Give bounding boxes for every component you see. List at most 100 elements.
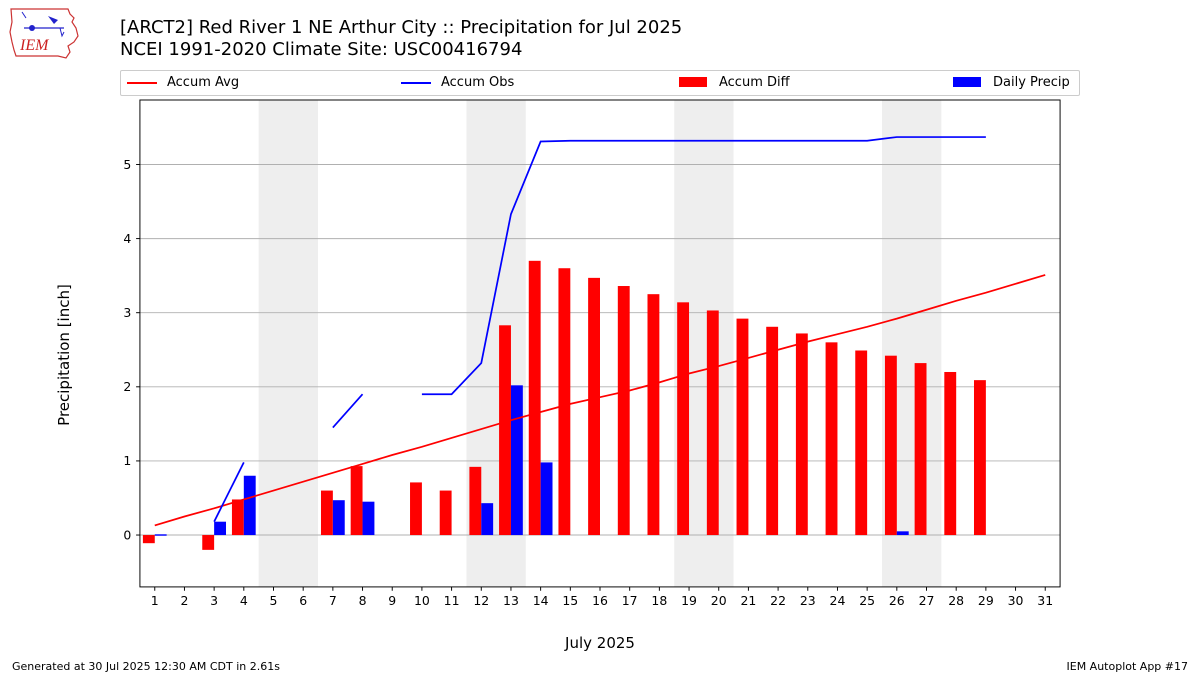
x-tick-label: 29 xyxy=(978,593,994,608)
legend-item-accum-obs: Accum Obs xyxy=(401,74,561,92)
accum-diff-bar xyxy=(320,490,333,536)
x-tick-label: 20 xyxy=(711,593,727,608)
accum-diff-bar xyxy=(706,310,719,536)
iem-logo: IEM xyxy=(8,6,80,60)
footer-generated-text: Generated at 30 Jul 2025 12:30 AM CDT in… xyxy=(12,660,280,673)
y-axis-ticks: 0 1 2 3 4 5 xyxy=(123,157,140,542)
x-tick-label: 3 xyxy=(210,593,218,608)
legend-label-accum-avg: Accum Avg xyxy=(167,75,240,90)
x-tick-label: 24 xyxy=(830,593,846,608)
bars xyxy=(142,260,986,550)
weekend-band xyxy=(258,100,319,587)
x-tick-label: 11 xyxy=(444,593,460,608)
accum-diff-bar xyxy=(558,268,571,536)
x-tick-label: 5 xyxy=(270,593,278,608)
y-tick-label: 0 xyxy=(123,527,131,542)
x-tick-label: 10 xyxy=(414,593,430,608)
chart-title-line2: NCEI 1991-2020 Climate Site: USC00416794 xyxy=(120,39,523,60)
legend-item-daily-precip: Daily Precip xyxy=(953,74,1078,92)
accum-diff-bar xyxy=(142,535,155,544)
accum-obs-line xyxy=(332,393,364,429)
accum-diff-bar xyxy=(795,333,808,536)
y-tick-label: 1 xyxy=(123,453,131,468)
x-tick-label: 31 xyxy=(1037,593,1053,608)
legend-label-accum-obs: Accum Obs xyxy=(441,75,515,90)
accum-diff-bar xyxy=(231,499,244,536)
daily-precip-bar xyxy=(332,500,345,536)
x-tick-label: 30 xyxy=(1008,593,1024,608)
x-tick-label: 22 xyxy=(770,593,786,608)
x-axis-ticks: 1 2 3 4 5 6 7 8 9 10 11 12 13 14 15 16 17 18 19 20 21 22 23 24 2… xyxy=(151,586,1053,608)
daily-precip-bar xyxy=(154,534,167,536)
x-tick-label: 28 xyxy=(948,593,964,608)
legend-swatch-accum-diff xyxy=(679,77,707,87)
x-tick-label: 15 xyxy=(562,593,578,608)
x-tick-label: 26 xyxy=(889,593,905,608)
x-tick-label: 14 xyxy=(533,593,549,608)
accum-diff-bar xyxy=(499,325,511,536)
x-tick-label: 2 xyxy=(180,593,188,608)
x-tick-label: 9 xyxy=(388,593,396,608)
accum-diff-bar xyxy=(350,466,363,536)
accum-diff-bar xyxy=(677,302,690,536)
lines xyxy=(154,136,1046,527)
x-axis-label: July 2025 xyxy=(565,634,635,652)
accum-diff-bar xyxy=(914,363,927,536)
x-tick-label: 19 xyxy=(681,593,697,608)
daily-precip-bar xyxy=(896,531,909,536)
accum-diff-bar xyxy=(944,371,957,536)
chart-title-line1: [ARCT2] Red River 1 NE Arthur City :: Pr… xyxy=(120,17,683,38)
x-tick-label: 4 xyxy=(240,593,248,608)
accum-diff-bar xyxy=(884,355,897,536)
accum-diff-bar xyxy=(825,342,838,536)
accum-diff-bar xyxy=(469,466,482,536)
x-tick-label: 23 xyxy=(800,593,816,608)
daily-precip-bar xyxy=(214,521,227,536)
x-tick-label: 27 xyxy=(919,593,935,608)
precip-chart: 1 2 3 4 5 6 7 8 9 10 11 12 13 14 15 16 17 18 19 20 21 22 23 24 2… xyxy=(123,99,1061,608)
accum-obs-line xyxy=(213,462,245,523)
weekend-bands xyxy=(258,100,942,587)
logo-text: IEM xyxy=(19,37,50,54)
y-tick-label: 2 xyxy=(123,379,131,394)
y-tick-label: 4 xyxy=(123,231,131,246)
x-tick-label: 6 xyxy=(299,593,307,608)
legend-label-daily-precip: Daily Precip xyxy=(993,75,1070,90)
accum-diff-bar xyxy=(410,482,422,536)
accum-diff-bar xyxy=(588,277,600,536)
accum-obs-line xyxy=(421,136,986,396)
daily-precip-bar xyxy=(243,475,256,536)
x-tick-label: 13 xyxy=(503,593,519,608)
y-tick-label: 5 xyxy=(123,157,131,172)
accum-diff-bar xyxy=(973,380,986,536)
x-tick-label: 17 xyxy=(622,593,638,608)
daily-precip-bar xyxy=(540,462,553,536)
legend-swatch-accum-avg xyxy=(127,82,157,84)
daily-precip-bar xyxy=(362,501,375,536)
accum-avg-line xyxy=(154,274,1046,527)
accum-diff-bar xyxy=(202,535,215,550)
x-tick-label: 12 xyxy=(473,593,489,608)
x-tick-label: 25 xyxy=(859,593,875,608)
x-tick-label: 1 xyxy=(151,593,159,608)
x-tick-label: 21 xyxy=(740,593,756,608)
x-tick-label: 16 xyxy=(592,593,608,608)
legend-swatch-accum-obs xyxy=(401,82,431,84)
legend-label-accum-diff: Accum Diff xyxy=(719,75,790,90)
legend-swatch-daily-precip xyxy=(953,77,981,87)
accum-diff-bar xyxy=(439,490,452,536)
y-tick-label: 3 xyxy=(123,305,131,320)
chart-title: [ARCT2] Red River 1 NE Arthur City :: Pr… xyxy=(120,17,682,61)
footer-app-text: IEM Autoplot App #17 xyxy=(1066,660,1189,673)
daily-precip-bar xyxy=(510,385,523,536)
daily-precip-bar xyxy=(481,503,494,536)
x-tick-label: 8 xyxy=(359,593,367,608)
accum-diff-bar xyxy=(766,326,779,536)
accum-diff-bar xyxy=(647,294,660,536)
legend-item-accum-avg: Accum Avg xyxy=(127,74,287,92)
x-tick-label: 18 xyxy=(651,593,667,608)
legend: Accum Avg Accum Obs Accum Diff Daily Pre… xyxy=(120,70,1080,96)
accum-diff-bar xyxy=(736,318,749,536)
accum-diff-bar xyxy=(528,260,541,536)
legend-item-accum-diff: Accum Diff xyxy=(679,74,839,92)
